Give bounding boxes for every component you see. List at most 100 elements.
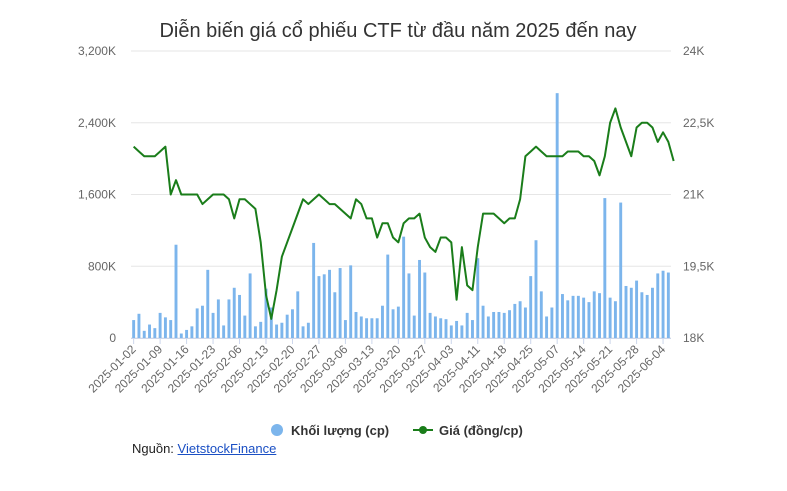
volume-bar[interactable] (227, 299, 231, 338)
volume-bar[interactable] (592, 291, 596, 338)
volume-bar[interactable] (523, 307, 527, 338)
volume-bar[interactable] (571, 295, 575, 338)
volume-bar[interactable] (513, 303, 517, 338)
volume-bar[interactable] (312, 242, 316, 338)
volume-bar[interactable] (153, 328, 157, 338)
volume-bar[interactable] (280, 322, 284, 338)
volume-bar[interactable] (402, 236, 406, 338)
volume-bar[interactable] (444, 319, 448, 338)
volume-bar[interactable] (201, 305, 204, 338)
legend-item-price[interactable]: Giá (đồng/cp) (413, 423, 523, 438)
volume-bar[interactable] (439, 318, 443, 338)
volume-bar[interactable] (534, 240, 538, 338)
volume-bar[interactable] (561, 294, 564, 338)
volume-bar[interactable] (306, 322, 310, 338)
volume-bar[interactable] (598, 293, 601, 338)
volume-bar[interactable] (407, 273, 411, 338)
volume-bar[interactable] (582, 297, 586, 338)
volume-bar[interactable] (449, 325, 453, 338)
volume-bar[interactable] (132, 320, 136, 338)
volume-bar[interactable] (391, 309, 395, 338)
legend-item-volume[interactable]: Khối lượng (cp) (271, 423, 389, 438)
volume-bar[interactable] (238, 294, 241, 338)
volume-bar[interactable] (322, 274, 326, 338)
volume-bar[interactable] (333, 292, 337, 338)
volume-bar[interactable] (232, 287, 236, 338)
volume-bar[interactable] (608, 297, 612, 338)
volume-bar[interactable] (529, 276, 533, 338)
volume-bar[interactable] (291, 309, 294, 338)
volume-bar[interactable] (566, 300, 570, 338)
volume-bar[interactable] (349, 265, 353, 338)
volume-bar[interactable] (428, 312, 432, 338)
volume-bar[interactable] (137, 313, 141, 338)
volume-bar[interactable] (206, 269, 210, 338)
volume-bar[interactable] (635, 280, 639, 338)
volume-bar[interactable] (396, 306, 400, 338)
source-link[interactable]: VietstockFinance (177, 441, 277, 456)
volume-bar[interactable] (433, 316, 437, 338)
volume-bar[interactable] (216, 299, 220, 338)
volume-bar[interactable] (296, 291, 300, 338)
volume-bar[interactable] (624, 285, 628, 338)
volume-bar[interactable] (248, 273, 252, 338)
volume-bar[interactable] (508, 310, 511, 338)
volume-bar[interactable] (328, 269, 331, 338)
volume-bar[interactable] (539, 291, 543, 338)
volume-bar[interactable] (269, 307, 273, 338)
price-series-line[interactable] (132, 107, 675, 320)
volume-bar[interactable] (603, 198, 607, 338)
volume-bar[interactable] (412, 315, 416, 338)
volume-bar[interactable] (550, 307, 554, 338)
volume-bar[interactable] (370, 318, 374, 338)
volume-bar[interactable] (545, 316, 549, 338)
volume-bar[interactable] (481, 305, 485, 338)
volume-bar[interactable] (465, 312, 469, 338)
volume-bar[interactable] (645, 294, 649, 338)
volume-bar[interactable] (492, 311, 496, 338)
volume-bar[interactable] (381, 305, 384, 338)
volume-bar[interactable] (576, 295, 580, 338)
volume-bar[interactable] (619, 202, 623, 338)
volume-bar[interactable] (455, 320, 459, 338)
volume-bar[interactable] (211, 312, 215, 338)
volume-bar[interactable] (460, 325, 464, 338)
volume-bar[interactable] (317, 276, 321, 338)
volume-bar[interactable] (661, 270, 665, 338)
volume-bar[interactable] (359, 316, 363, 338)
volume-bar[interactable] (502, 312, 506, 338)
volume-bar[interactable] (158, 312, 162, 338)
volume-bar[interactable] (179, 333, 183, 338)
volume-bar[interactable] (497, 311, 501, 338)
volume-bar[interactable] (190, 326, 194, 338)
volume-bar[interactable] (476, 258, 480, 338)
volume-bar[interactable] (163, 317, 167, 338)
volume-bar[interactable] (264, 288, 268, 338)
volume-bar[interactable] (613, 301, 617, 338)
volume-bar[interactable] (343, 320, 347, 338)
volume-bar[interactable] (338, 268, 342, 338)
volume-bar[interactable] (301, 326, 305, 338)
volume-bar[interactable] (275, 324, 279, 338)
volume-bar[interactable] (195, 308, 199, 338)
volume-bar[interactable] (142, 330, 146, 338)
volume-bar[interactable] (169, 320, 173, 338)
volume-bar[interactable] (471, 320, 474, 338)
volume-bar[interactable] (629, 287, 633, 338)
volume-bar[interactable] (365, 318, 369, 338)
volume-bar[interactable] (386, 254, 390, 338)
volume-bar[interactable] (651, 287, 654, 338)
volume-bar[interactable] (259, 321, 263, 338)
volume-bar[interactable] (587, 302, 591, 338)
volume-bar[interactable] (148, 324, 151, 338)
volume-bar[interactable] (185, 329, 189, 338)
volume-bar[interactable] (354, 311, 358, 338)
volume-bar[interactable] (285, 314, 289, 338)
volume-bar[interactable] (174, 244, 178, 338)
volume-bar[interactable] (640, 292, 644, 338)
volume-bar[interactable] (518, 301, 522, 338)
volume-bar[interactable] (418, 259, 421, 338)
volume-bar[interactable] (253, 326, 257, 338)
volume-bar[interactable] (486, 316, 490, 338)
volume-bar[interactable] (243, 315, 247, 338)
